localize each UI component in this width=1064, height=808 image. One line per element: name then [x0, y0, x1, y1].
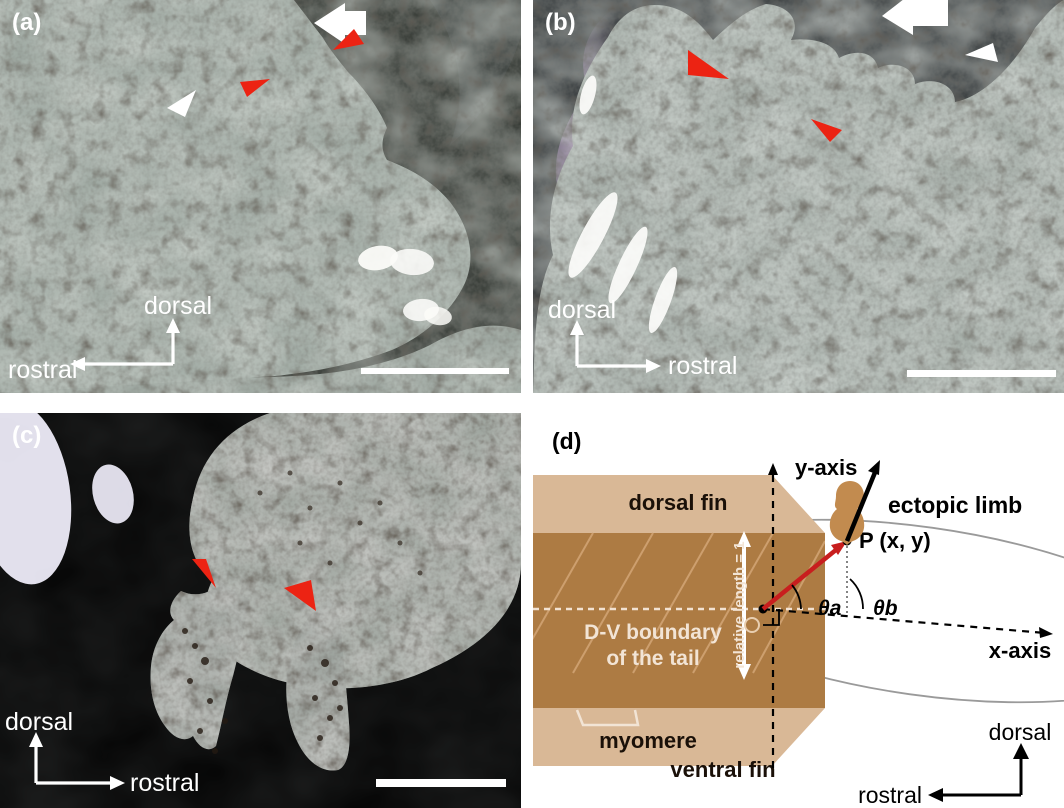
svg-text:D-V boundary: D-V boundary: [584, 621, 722, 644]
svg-text:myomere: myomere: [599, 728, 697, 753]
svg-text:dorsal: dorsal: [5, 708, 73, 736]
svg-text:(a): (a): [12, 9, 41, 36]
svg-text:P (x, y): P (x, y): [859, 528, 931, 553]
svg-text:θa: θa: [818, 597, 842, 620]
svg-text:x-axis: x-axis: [989, 638, 1051, 663]
svg-text:rostral: rostral: [858, 782, 922, 808]
svg-text:θb: θb: [873, 597, 898, 620]
svg-text:dorsal: dorsal: [989, 719, 1052, 745]
svg-text:rostral: rostral: [8, 356, 77, 384]
svg-text:rostral: rostral: [668, 352, 737, 380]
svg-text:(c): (c): [12, 422, 41, 449]
svg-text:dorsal fin: dorsal fin: [628, 490, 727, 515]
svg-text:rostral: rostral: [130, 769, 199, 797]
svg-text:y-axis: y-axis: [795, 455, 857, 480]
svg-text:dorsal: dorsal: [144, 292, 212, 320]
svg-text:(b): (b): [545, 9, 576, 36]
svg-text:relative length = 1: relative length = 1: [731, 541, 748, 668]
svg-text:of the tail: of the tail: [606, 647, 699, 670]
svg-text:dorsal: dorsal: [548, 296, 616, 324]
svg-text:ventral fin: ventral fin: [670, 757, 775, 782]
svg-text:ectopic limb: ectopic limb: [888, 492, 1022, 518]
